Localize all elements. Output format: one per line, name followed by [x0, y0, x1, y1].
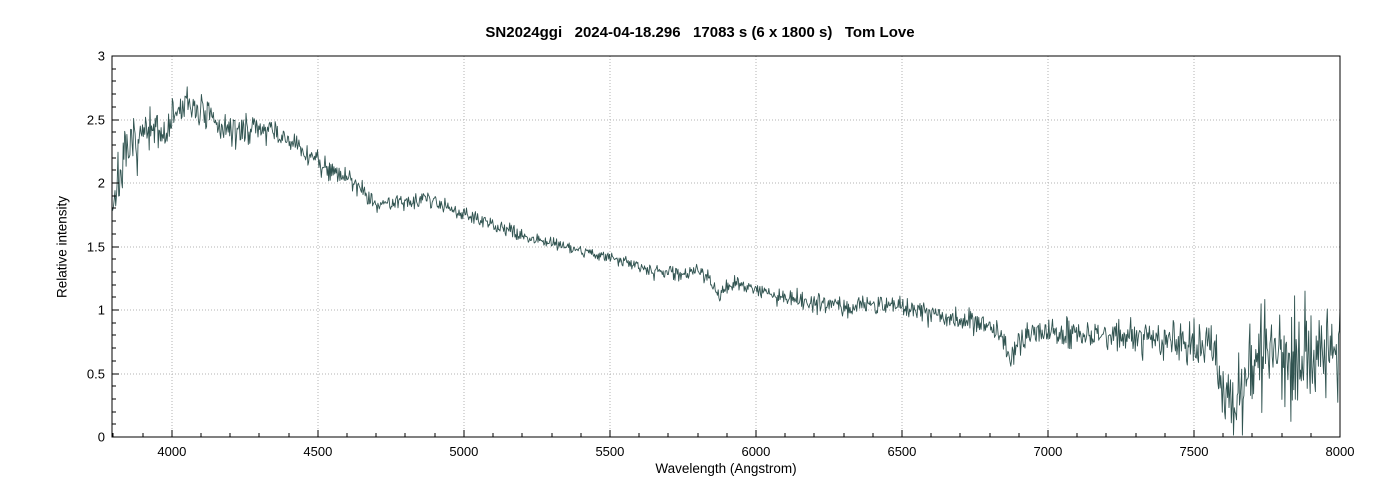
y-tick-label: 2.5 — [86, 112, 105, 127]
x-tick-label: 6000 — [741, 444, 771, 459]
x-tick-label: 5500 — [595, 444, 625, 459]
spectrum-line — [111, 86, 1341, 436]
y-tick-label: 1 — [97, 302, 105, 318]
x-tick-label: 7500 — [1179, 444, 1209, 459]
y-tick-label: 3 — [97, 48, 105, 64]
x-tick-label: 4000 — [157, 444, 187, 459]
x-tick-label: 5000 — [449, 444, 479, 459]
y-tick-label: 1.5 — [86, 239, 105, 254]
axes-frame-and-ticks — [111, 55, 1341, 438]
y-tick-label: 2 — [97, 175, 105, 191]
x-axis-label: Wavelength (Angstrom) — [655, 461, 797, 476]
y-tick-label: 0.5 — [86, 366, 105, 381]
x-tick-label: 6500 — [887, 444, 917, 459]
plot-frame — [111, 55, 1341, 438]
y-tick-label: 0 — [97, 429, 105, 445]
x-tick-label: 7000 — [1033, 444, 1063, 459]
x-tick-label: 4500 — [303, 444, 333, 459]
x-tick-label: 8000 — [1325, 444, 1355, 459]
gridlines — [112, 56, 1340, 437]
spectrum-series — [111, 86, 1341, 436]
chart-title: SN2024ggi 2024-04-18.296 17083 s (6 x 18… — [485, 24, 915, 41]
